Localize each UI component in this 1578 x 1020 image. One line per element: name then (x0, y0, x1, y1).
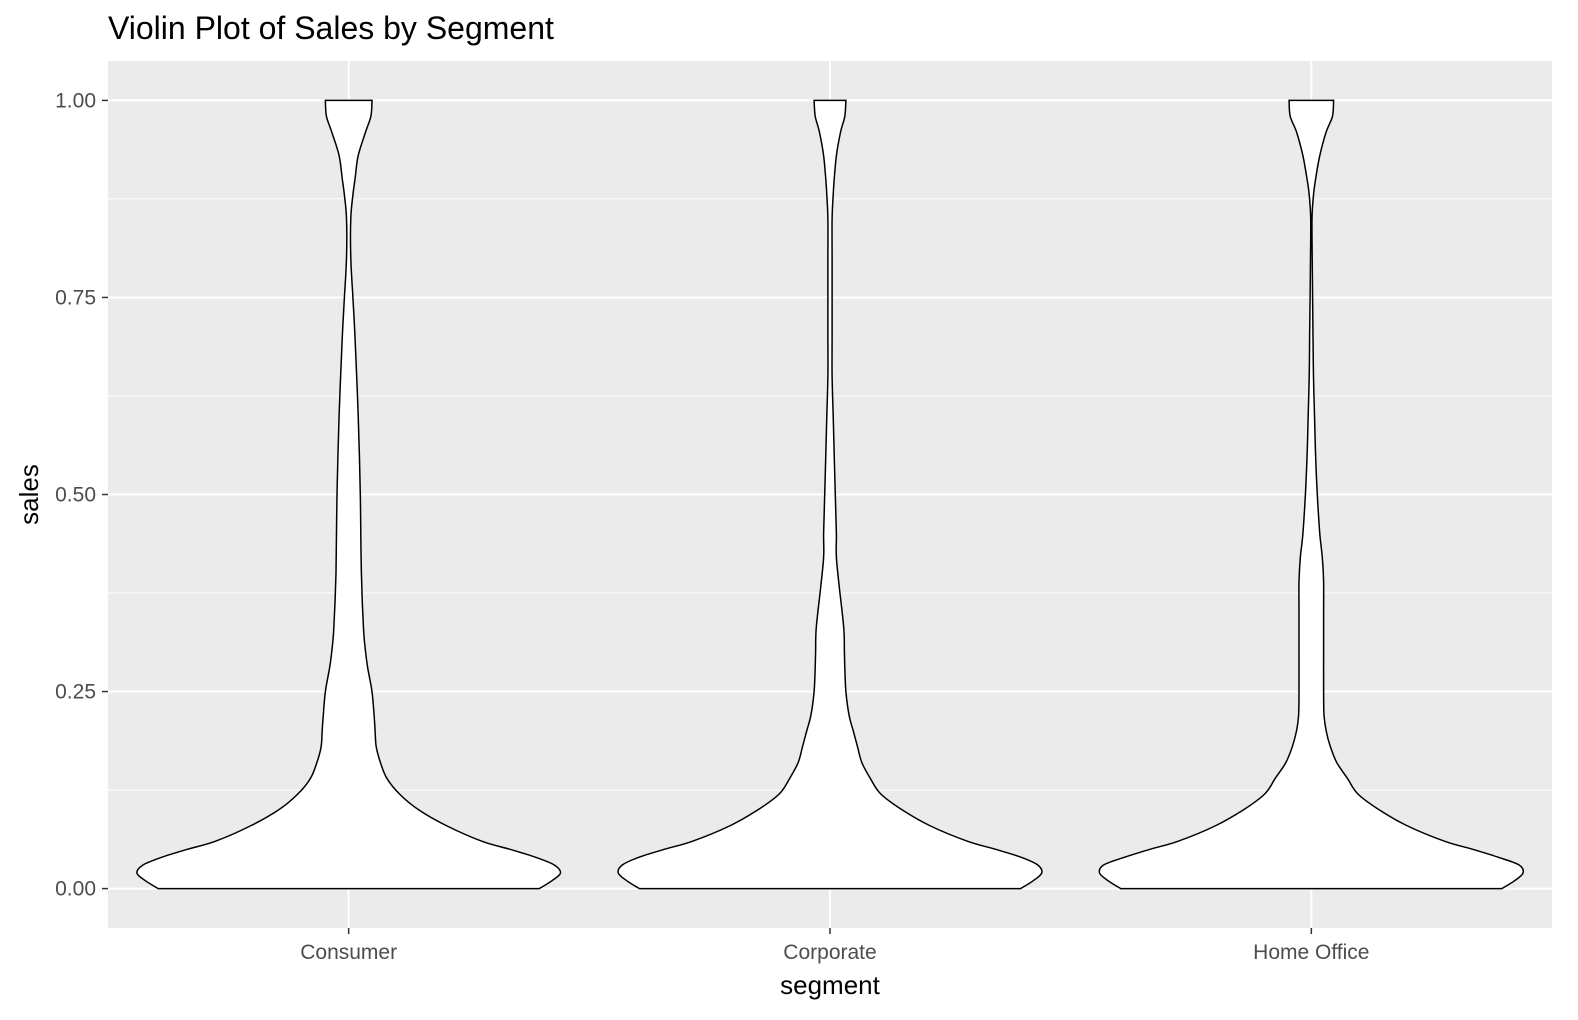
x-axis: Consumer Corporate Home Office (300, 928, 1369, 964)
x-tick-label: Home Office (1253, 941, 1369, 964)
violin-corporate (617, 99, 1043, 890)
x-tick-label: Consumer (300, 941, 397, 964)
violin-home-office (1098, 99, 1525, 890)
y-tick-label: 1.00 (55, 89, 96, 112)
x-tick-label: Corporate (783, 941, 876, 964)
y-tick-label: 0.25 (55, 681, 96, 704)
chart-title: Violin Plot of Sales by Segment (108, 10, 554, 46)
y-tick-label: 0.75 (55, 286, 96, 309)
violins (136, 99, 1525, 890)
y-tick-label: 0.00 (55, 878, 96, 901)
violin-consumer (136, 99, 562, 890)
y-axis: 0.00 0.25 0.50 0.75 1.00 (55, 89, 108, 901)
y-tick-label: 0.50 (55, 484, 96, 507)
y-axis-title: sales (14, 464, 44, 525)
x-axis-title: segment (780, 970, 880, 1000)
